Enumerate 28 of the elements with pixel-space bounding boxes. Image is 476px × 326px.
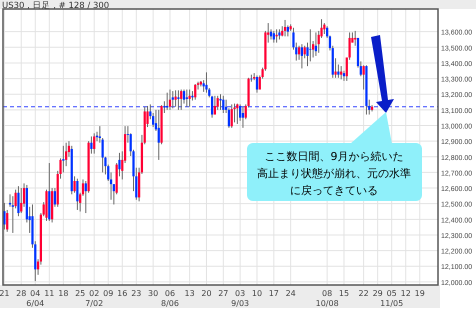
x-tick-label: 12 xyxy=(400,289,411,298)
x-tick-label: 04 6/04 xyxy=(26,289,44,308)
x-tick-label: 15 xyxy=(338,289,350,298)
x-tick-label: 02 7/02 xyxy=(85,289,104,308)
x-tick-label: 19 xyxy=(414,289,425,298)
x-tick-label: 09 xyxy=(103,289,114,298)
x-tick-label: 11 xyxy=(44,289,54,298)
x-tick-label: 30 xyxy=(148,289,158,298)
x-tick-label: 25 xyxy=(75,289,86,298)
x-tick-label: 28 xyxy=(16,289,26,298)
x-tick-label: 08 10/08 xyxy=(316,289,339,308)
x-tick-label: 18 xyxy=(58,289,68,298)
x-tick-label: 10 xyxy=(252,289,262,298)
x-tick-label: 24 xyxy=(286,289,296,298)
x-tick-label: 23 xyxy=(131,289,142,298)
x-tick-label: 21 xyxy=(0,289,10,298)
annotation: に戻ってきている xyxy=(290,184,378,197)
x-tick-label: 29 xyxy=(372,289,383,298)
x-tick-label: 20 xyxy=(201,289,212,298)
annotation: ここ数日間、9月から続いた xyxy=(264,150,404,163)
x-tick-label: 13 xyxy=(184,289,195,298)
x-tick-label: 16 xyxy=(117,289,128,298)
x-tick-label: 17 xyxy=(268,289,279,298)
x-tick-label: 22 xyxy=(358,289,369,298)
x-tick-label: 03 9/03 xyxy=(231,289,250,308)
x-tick-label: 27 xyxy=(218,289,228,298)
annotation: 高止まり状態が崩れ、元の水準 xyxy=(257,167,411,180)
x-tick-label: 06 8/06 xyxy=(161,289,179,308)
